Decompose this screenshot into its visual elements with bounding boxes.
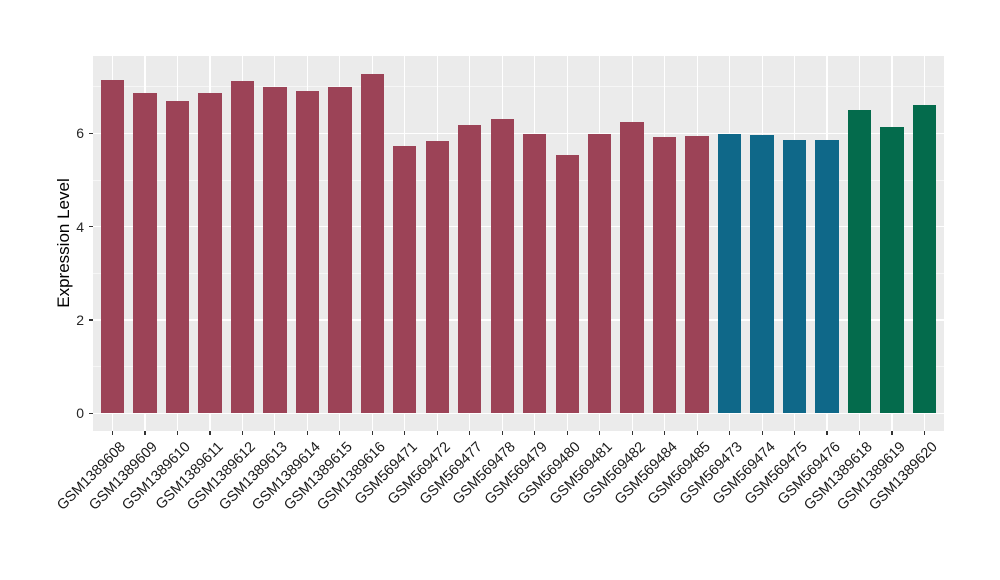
- bar: [230, 81, 255, 414]
- x-axis-tick: [339, 431, 341, 435]
- x-axis-tick: [306, 431, 308, 435]
- bar: [620, 121, 644, 414]
- x-axis-tick: [891, 431, 893, 435]
- y-axis-tick: [89, 412, 93, 414]
- y-tick-label: 0: [76, 405, 84, 422]
- x-axis-tick: [371, 431, 373, 435]
- bar: [490, 119, 514, 414]
- bar: [393, 145, 417, 414]
- bar: [880, 127, 904, 414]
- x-axis-tick: [501, 431, 503, 435]
- x-axis-tick: [404, 431, 406, 435]
- x-axis-tick: [176, 431, 179, 435]
- bar: [100, 79, 125, 414]
- gridline-minor: [93, 179, 944, 181]
- bar: [588, 134, 612, 414]
- x-axis-tick: [923, 431, 926, 435]
- x-axis-tick: [599, 431, 601, 435]
- bar: [782, 139, 807, 414]
- bar: [555, 155, 579, 414]
- x-axis-tick: [664, 431, 666, 435]
- bar: [523, 134, 547, 414]
- x-axis-tick: [469, 431, 471, 435]
- bar: [263, 87, 287, 414]
- x-axis-tick: [111, 431, 114, 435]
- x-axis-tick: [696, 431, 698, 435]
- bar: [652, 137, 677, 414]
- x-axis-tick: [144, 431, 146, 435]
- y-axis-tick: [89, 319, 93, 321]
- bar: [717, 133, 742, 414]
- bar: [815, 139, 839, 414]
- bar: [750, 135, 774, 414]
- gridline-major: [93, 132, 944, 135]
- x-axis-tick: [566, 431, 568, 435]
- y-axis-title: Expression Level: [54, 178, 73, 308]
- x-axis-tick: [436, 431, 438, 435]
- plot-panel: [93, 56, 944, 431]
- x-axis-tick: [631, 431, 633, 435]
- x-axis-tick: [793, 431, 796, 435]
- x-axis-tick: [534, 431, 536, 435]
- gridline-minor: [93, 86, 944, 88]
- y-axis-tick: [89, 226, 93, 228]
- bar: [458, 125, 482, 414]
- bar: [685, 135, 709, 414]
- bar: [198, 92, 222, 414]
- gridline-major: [93, 412, 944, 414]
- gridline-major: [93, 319, 944, 321]
- x-axis-tick: [241, 431, 243, 435]
- y-tick-label: 2: [76, 311, 84, 328]
- x-axis-tick: [729, 431, 731, 435]
- bar: [328, 86, 352, 414]
- x-axis-tick: [209, 431, 211, 435]
- y-tick-label: 6: [76, 125, 84, 142]
- gridline-major: [93, 226, 944, 228]
- bar: [165, 100, 190, 414]
- x-axis-tick: [761, 431, 763, 435]
- gridline-minor: [93, 366, 944, 368]
- x-axis-tick: [858, 431, 861, 435]
- bar: [360, 74, 385, 414]
- y-axis-tick: [89, 132, 93, 134]
- x-axis-tick: [826, 431, 828, 435]
- bar: [847, 109, 872, 414]
- bar: [133, 93, 157, 414]
- bar: [425, 141, 449, 414]
- bar: [295, 90, 320, 414]
- gridline-minor: [93, 272, 944, 274]
- x-axis-tick: [274, 431, 276, 435]
- y-tick-label: 4: [76, 218, 84, 235]
- bar: [912, 104, 937, 414]
